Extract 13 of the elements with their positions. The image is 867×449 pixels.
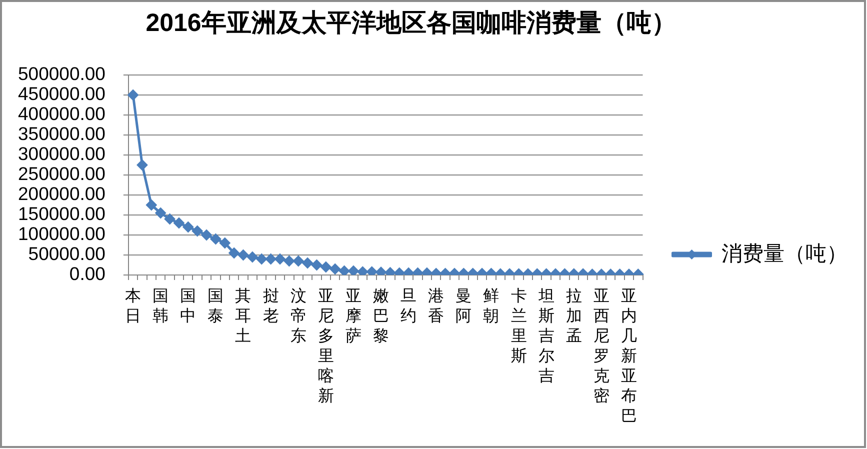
y-tick-label: 500000.00 — [18, 63, 106, 84]
y-tick-label: 50000.00 — [28, 243, 106, 264]
y-tick-label: 200000.00 — [18, 183, 106, 204]
y-tick-label: 150000.00 — [18, 203, 106, 224]
legend-label: 消费量（吨） — [721, 242, 848, 266]
y-tick-label: 400000.00 — [18, 103, 106, 124]
y-tick-label: 100000.00 — [18, 223, 106, 244]
chart-title: 2016年亚洲及太平洋地区各国咖啡消费量（吨） — [144, 8, 678, 39]
y-tick-label: 250000.00 — [18, 163, 106, 184]
y-tick-label: 350000.00 — [18, 123, 106, 144]
y-tick-label: 0.00 — [69, 263, 106, 284]
y-tick-label: 300000.00 — [18, 143, 106, 164]
y-tick-label: 450000.00 — [18, 83, 106, 104]
